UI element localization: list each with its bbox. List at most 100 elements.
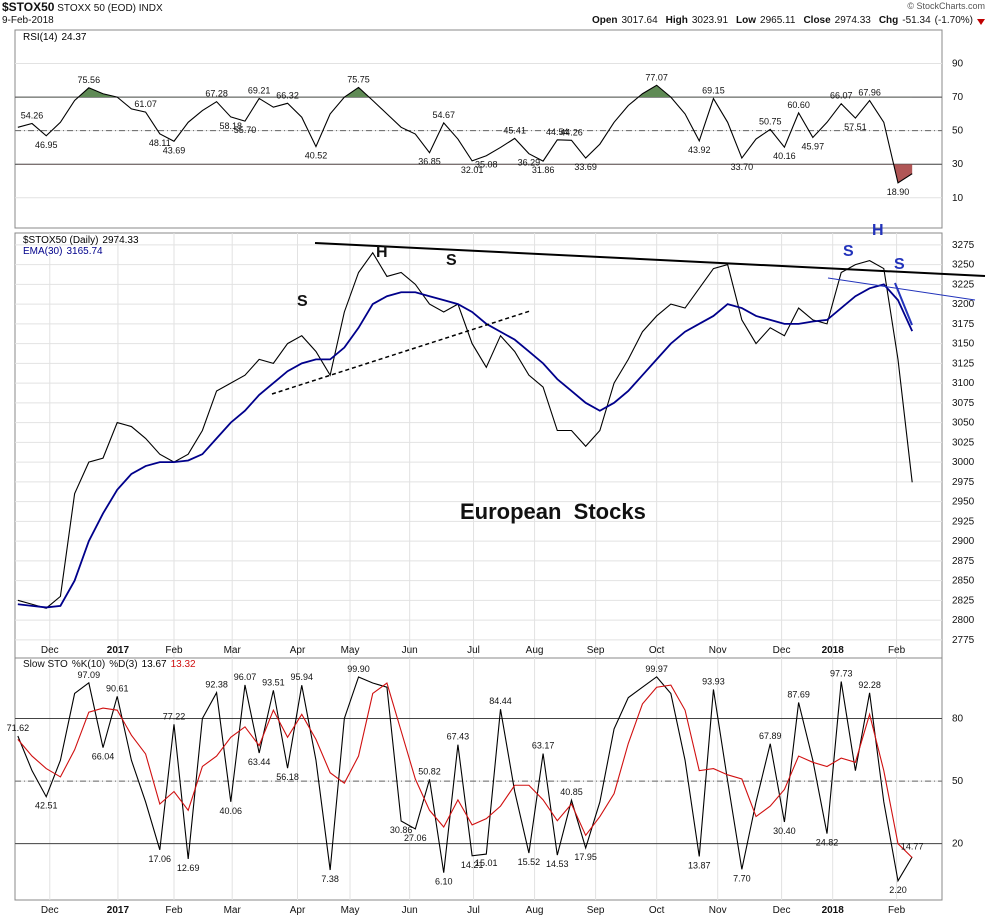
y-tick-label: 3125: [952, 358, 975, 369]
y-tick-label: 20: [952, 839, 964, 850]
legend-name: $STOX50 (Daily): [23, 235, 98, 246]
value-label: 24.82: [816, 838, 839, 848]
quote-label: Low: [736, 15, 756, 26]
legend-indicator: Slow STO: [23, 659, 68, 670]
quote-label: Open: [592, 15, 618, 26]
y-tick-label: 3025: [952, 437, 975, 448]
value-label: 46.95: [35, 140, 58, 150]
value-label: 40.16: [773, 151, 796, 161]
y-tick-label: 3250: [952, 260, 975, 271]
x-tick-label: Sep: [587, 905, 605, 916]
value-label: 63.17: [532, 741, 555, 751]
legend: RSI(14) 24.37: [23, 32, 87, 43]
chart-caption: European Stocks: [460, 499, 646, 524]
value-label: 58.18: [220, 121, 243, 131]
value-label: 30.86: [390, 825, 413, 835]
x-tick-label: 2018: [822, 905, 845, 916]
x-tick-label: Jul: [467, 905, 480, 916]
symbol: $STOX50 STOXX 50 (EOD) INDX: [2, 0, 163, 14]
value-label: 99.97: [645, 664, 668, 674]
y-tick-label: 2875: [952, 556, 975, 567]
value-label: 7.70: [733, 873, 751, 883]
pattern-label: S: [843, 243, 854, 260]
value-label: 66.07: [830, 91, 853, 101]
overbought-fill: [17, 85, 913, 98]
x-tick-label: Oct: [649, 905, 665, 916]
legend: Slow STO %K(10) %D(3) 13.67 13.32: [23, 659, 196, 670]
value-label: 54.67: [432, 110, 455, 120]
value-label: 45.41: [503, 125, 526, 135]
value-label: 36.29: [518, 158, 541, 168]
legend-name: %D(3): [109, 659, 137, 670]
y-tick-label: 2775: [952, 635, 975, 646]
value-label: 42.51: [35, 801, 58, 811]
value-label: 2.20: [889, 885, 907, 895]
value-label: 71.62: [7, 723, 30, 733]
panel-frame: [14, 657, 943, 901]
value-label: 67.28: [205, 89, 228, 99]
blue-neckline: [827, 277, 976, 301]
y-tick-label: 3100: [952, 378, 975, 389]
value-label: 7.38: [321, 874, 339, 884]
panel-frame: [14, 29, 943, 229]
x-tick-label: Sep: [587, 645, 605, 656]
pattern-label: H: [872, 222, 884, 239]
x-tick-label: Dec: [41, 645, 59, 656]
legend-name: %K(10): [72, 659, 105, 670]
value-label: 69.15: [702, 86, 725, 96]
x-tick-label: 2017: [107, 905, 130, 916]
x-tick-label: Feb: [888, 905, 906, 916]
legend: $STOX50 (Daily) 2974.33: [23, 235, 139, 246]
y-tick-label: 2850: [952, 576, 975, 587]
value-label: 87.69: [787, 689, 810, 699]
y-tick-label: 3150: [952, 339, 975, 350]
y-tick-label: 2950: [952, 497, 975, 508]
pattern-label: H: [376, 244, 388, 261]
value-label: 50.82: [418, 766, 441, 776]
value-label: 84.44: [489, 696, 512, 706]
value-label: 61.07: [134, 99, 157, 109]
blue-arrow: [894, 282, 913, 326]
value-label: 12.69: [177, 863, 200, 873]
value-label: 40.06: [220, 806, 243, 816]
x-tick-label: Nov: [709, 905, 727, 916]
value-label: 96.07: [234, 672, 257, 682]
y-tick-label: 3175: [952, 319, 975, 330]
value-label: 6.10: [435, 877, 453, 887]
value-label: 14.77: [901, 842, 924, 852]
value-label: 44.26: [560, 127, 583, 137]
legend-value: 3165.74: [66, 246, 103, 257]
legend-name: EMA(30): [23, 246, 62, 257]
x-tick-label: May: [341, 905, 360, 916]
neckline: [314, 242, 986, 277]
y-tick-label: 2925: [952, 516, 975, 527]
value-label: 77.07: [645, 72, 668, 82]
value-label: 33.69: [574, 162, 597, 172]
value-label: 14.53: [546, 859, 569, 869]
value-label: 45.97: [802, 141, 825, 151]
value-label: 27.06: [404, 833, 427, 843]
x-tick-label: Feb: [165, 905, 183, 916]
value-label: 43.69: [163, 145, 186, 155]
quote-value: 3017.64: [622, 15, 659, 26]
value-label: 93.93: [702, 676, 725, 686]
value-label: 35.08: [475, 160, 498, 170]
oversold-fill: [893, 164, 913, 183]
y-tick-label: 90: [952, 59, 964, 70]
x-tick-label: Dec: [773, 645, 791, 656]
legend-value: 13.67: [142, 659, 167, 670]
y-tick-label: 2975: [952, 477, 975, 488]
legend-name: RSI(14): [23, 32, 57, 43]
x-tick-label: Apr: [290, 645, 306, 656]
x-tick-label: Jun: [402, 905, 418, 916]
value-label: 97.73: [830, 669, 853, 679]
value-label: 15.52: [518, 857, 541, 867]
value-label: 92.38: [205, 680, 228, 690]
value-label: 90.61: [106, 683, 129, 693]
quote-value: 3023.91: [692, 15, 729, 26]
value-label: 17.95: [574, 852, 597, 862]
pattern-label: S: [446, 252, 457, 269]
value-label: 67.89: [759, 731, 782, 741]
symbol-code: $STOX50: [2, 0, 55, 14]
